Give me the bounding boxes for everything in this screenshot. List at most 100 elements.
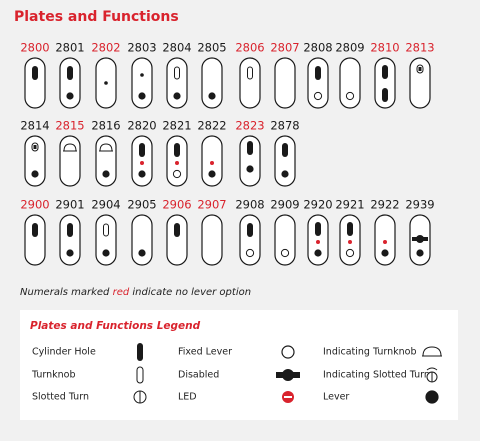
cylinder-hole [67,223,73,237]
plate [274,214,296,266]
plate [59,57,81,109]
plate [239,57,261,109]
plate [24,214,46,266]
plate [166,57,188,109]
plate [239,214,261,266]
led [348,240,352,244]
led [210,161,214,165]
note-text: indicate no lever option [132,287,251,298]
lever [281,170,289,178]
turnknob [103,223,109,237]
plate-number: 2810 [370,41,399,55]
lever [102,249,110,257]
disabled-hub [416,235,424,243]
plate-number: 2820 [127,119,156,133]
cylinder-hole [139,143,145,157]
plate [307,57,329,109]
plate [201,214,223,266]
cylinder-hole [174,143,180,157]
lever [173,92,181,100]
plate-number: 2921 [335,198,364,212]
led [140,161,144,165]
note-text: Numerals marked [20,287,110,298]
legend: Cylinder Hole Turnknob Slotted Turn Fixed L… [31,343,442,404]
plate-number: 2901 [55,198,84,212]
lever [314,249,322,257]
fixed-lever [172,169,182,179]
lever [425,390,439,404]
plate-number: 2804 [162,41,191,55]
plate-number: 2822 [197,119,226,133]
turnknob [174,66,180,80]
plates: 2800 2801 2802 2803 2804 2805 2806 2807 2808 2809… [20,41,435,266]
dot [104,81,108,85]
plate-number: 2809 [335,41,364,55]
indicating-turnknob [99,143,113,152]
plate-number: 2807 [270,41,299,55]
plate-number: 2821 [162,119,191,133]
indicating-turnknob [422,346,442,357]
plate-number: 2907 [197,198,226,212]
led-bar [284,396,292,398]
plate-number: 2805 [197,41,226,55]
plate-number: 2904 [91,198,120,212]
cylinder-hole [315,66,321,80]
cylinder-hole [247,223,253,237]
legend-title: Plates and Functions Legend [30,320,201,332]
plate-number: 2922 [370,198,399,212]
plate-number: 2906 [162,198,191,212]
turnknob [136,366,144,384]
plate [166,214,188,266]
cylinder-hole [137,343,143,361]
plate-number: 2823 [235,119,264,133]
cylinder-hole [174,223,180,237]
plate [409,57,431,109]
cylinder-hole [247,141,253,155]
legend-label: Cylinder Hole [32,347,96,358]
indicating-turnknob [63,143,77,152]
fixed-lever [280,248,290,258]
cylinder-hole [315,222,321,236]
cylinder-hole [32,66,38,80]
fixed-lever [281,345,295,359]
cylinder-hole [382,88,388,102]
plate-number: 2814 [20,119,49,133]
lever [416,249,424,257]
lever [31,170,39,178]
plate [201,57,223,109]
plate-number: 2816 [91,119,120,133]
plate [131,214,153,266]
lever [138,92,146,100]
dot [140,73,144,77]
indicator [426,367,438,371]
legend-label: Slotted Turn [32,392,89,403]
led [175,161,179,165]
lever [138,249,146,257]
plate [339,57,361,109]
cylinder-hole [347,222,353,236]
plate-number: 2900 [20,198,49,212]
plate [131,57,153,109]
legend-label: Fixed Lever [178,347,232,358]
legend-label: Lever [323,392,349,403]
plate [24,57,46,109]
plate-number: 2908 [235,198,264,212]
plate-number: 2878 [270,119,299,133]
plate [95,214,117,266]
cylinder-hole [67,66,73,80]
plate-number: 2802 [91,41,120,55]
fixed-lever [345,248,355,258]
plate [24,135,46,187]
indicator [418,67,422,71]
legend-label: Indicating Slotted Turn [323,370,430,381]
plate [59,214,81,266]
lever [102,170,110,178]
plate-number: 2808 [303,41,332,55]
legend-box [20,310,458,420]
plate-number: 2801 [55,41,84,55]
lever [208,170,216,178]
cylinder-hole [32,223,38,237]
plate-number: 2920 [303,198,332,212]
led [383,240,387,244]
note: Numerals marked red indicate no lever op… [20,287,251,298]
